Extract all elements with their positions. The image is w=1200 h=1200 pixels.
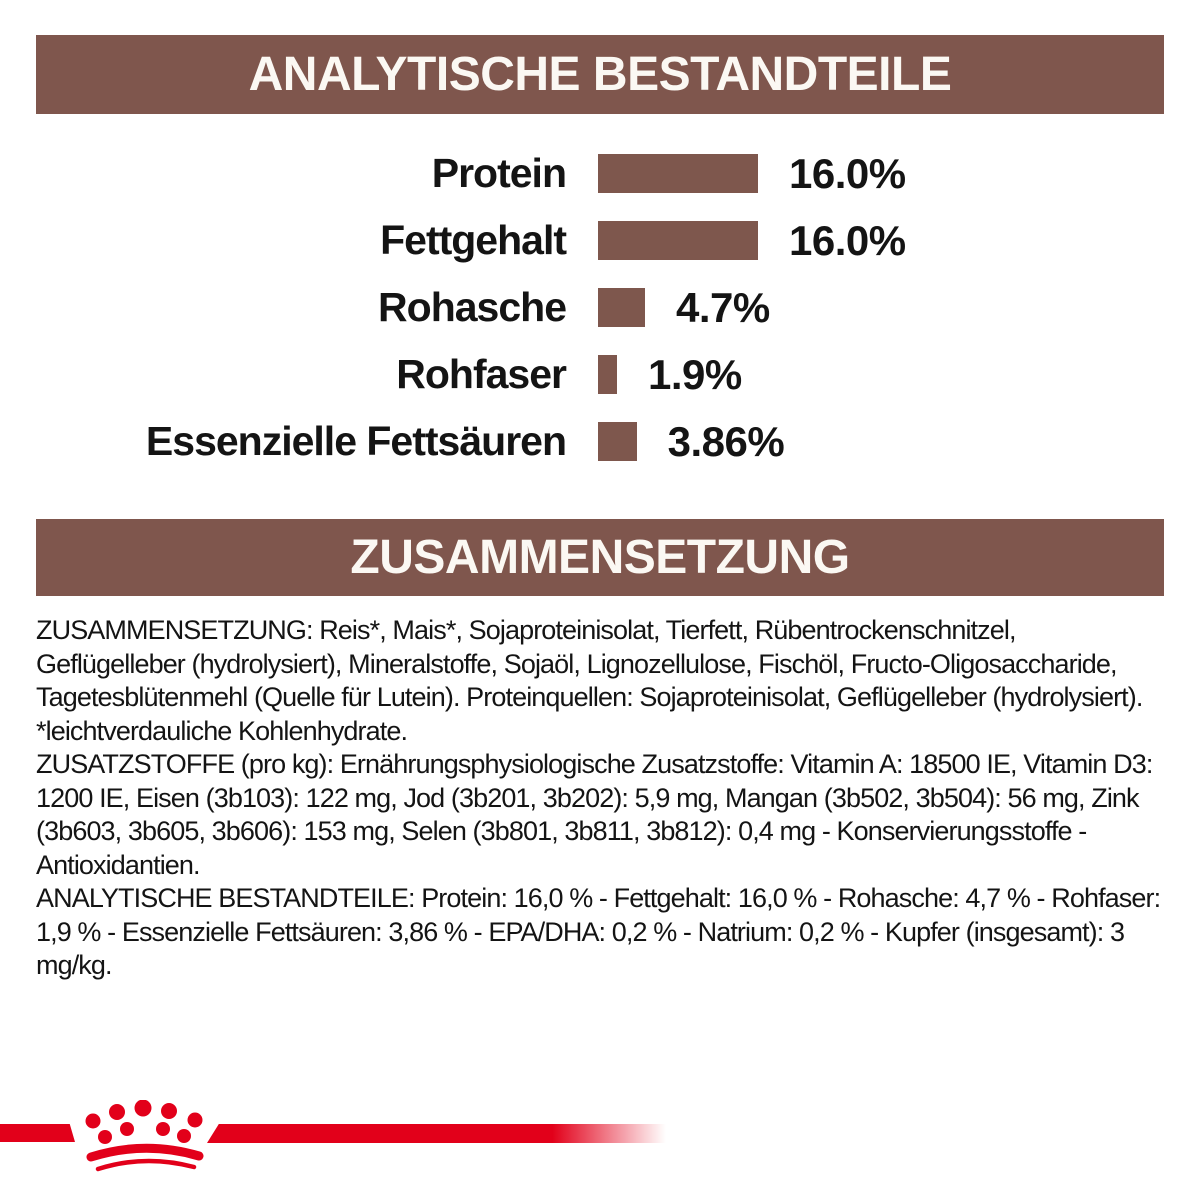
composition-section-title: ZUSAMMENSETZUNG xyxy=(350,531,850,584)
analytical-constituents-paragraph: ANALYTISCHE BESTANDTEILE: Protein: 16,0 … xyxy=(36,883,1161,980)
chart-row: Protein 16.0% xyxy=(0,140,1200,207)
chart-category-label: Essenzielle Fettsäuren xyxy=(145,418,567,464)
chart-bar xyxy=(598,422,637,461)
brand-stripe-right xyxy=(207,1124,680,1143)
chart-category-label: Rohfaser xyxy=(396,351,567,397)
chart-row: Rohasche 4.7% xyxy=(0,274,1200,341)
chart-category-label: Protein xyxy=(431,150,567,196)
analytical-section-header: ANALYTISCHE BESTANDTEILE xyxy=(36,35,1164,114)
composition-section-header: ZUSAMMENSETZUNG xyxy=(36,519,1164,596)
analytical-section-title: ANALYTISCHE BESTANDTEILE xyxy=(248,48,952,101)
label-body-text: ZUSAMMENSETZUNG: Reis*, Mais*, Sojaprote… xyxy=(36,614,1168,983)
analytical-chart: Protein 16.0% Fettgehalt 16.0% Rohasche 4.7% R… xyxy=(0,140,1200,475)
chart-value-label: 16.0% xyxy=(789,149,906,197)
royal-canin-crown-icon xyxy=(85,1100,204,1172)
chart-row: Fettgehalt 16.0% xyxy=(0,207,1200,274)
chart-bar xyxy=(598,288,645,327)
chart-bar xyxy=(598,154,758,193)
chart-bar xyxy=(598,221,758,260)
chart-value-label: 4.7% xyxy=(676,283,770,331)
composition-paragraph: ZUSAMMENSETZUNG: Reis*, Mais*, Sojaprote… xyxy=(36,615,1143,746)
chart-row: Essenzielle Fettsäuren 3.86% xyxy=(0,408,1200,475)
chart-row: Rohfaser 1.9% xyxy=(0,341,1200,408)
chart-value-label: 16.0% xyxy=(789,216,906,264)
chart-category-label: Fettgehalt xyxy=(380,217,567,263)
brand-stripe-left xyxy=(0,1124,75,1142)
chart-value-label: 1.9% xyxy=(648,350,742,398)
chart-category-label: Rohasche xyxy=(378,284,567,330)
additives-paragraph: ZUSATZSTOFFE (pro kg): Ernährungsphysiol… xyxy=(36,749,1153,880)
chart-value-label: 3.86% xyxy=(667,417,785,465)
chart-bar xyxy=(598,355,617,394)
